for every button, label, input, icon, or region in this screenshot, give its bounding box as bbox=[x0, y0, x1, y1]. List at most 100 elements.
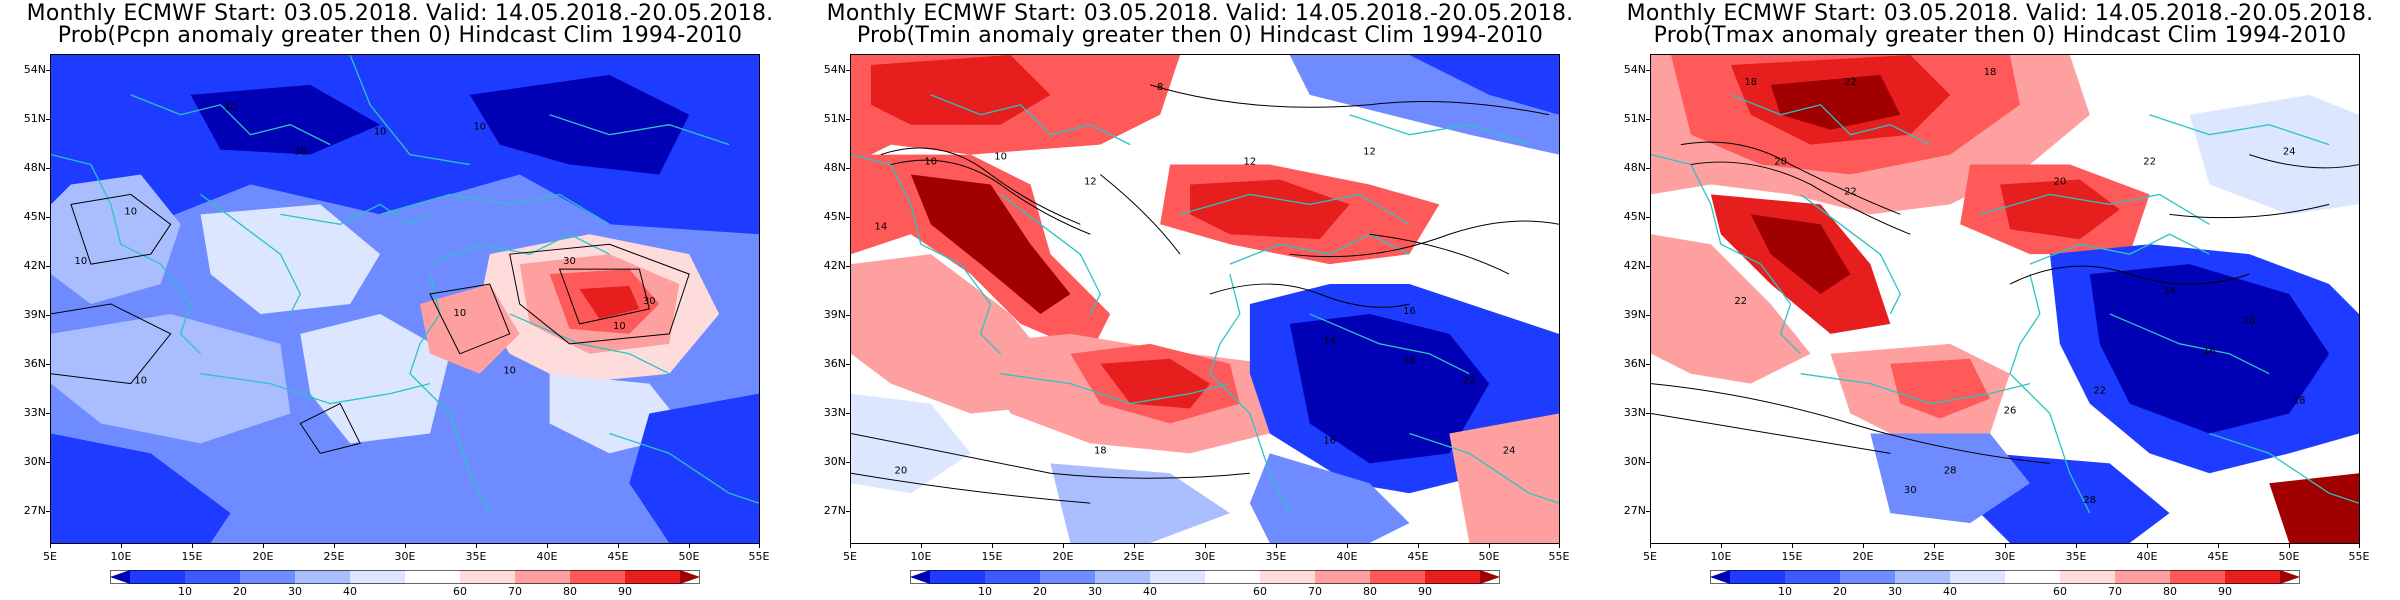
lat-tick: 30N bbox=[823, 455, 846, 468]
lat-tick: 33N bbox=[823, 406, 846, 419]
svg-text:16: 16 bbox=[1323, 435, 1336, 446]
panel-title-line1: Monthly ECMWF Start: 03.05.2018. Valid: … bbox=[26, 1, 774, 26]
lat-tick: 39N bbox=[823, 308, 846, 321]
panel-tmax: Monthly ECMWF Start: 03.05.2018. Valid: … bbox=[1600, 0, 2400, 600]
lon-tick: 20E bbox=[1852, 550, 1874, 563]
lon-tick: 35E bbox=[1265, 550, 1287, 563]
lon-tick: 25E bbox=[323, 550, 345, 563]
colorbar-label: 40 bbox=[1143, 585, 1157, 598]
colorbar bbox=[110, 570, 700, 584]
svg-text:12: 12 bbox=[1084, 176, 1097, 187]
svg-text:26: 26 bbox=[2004, 406, 2017, 417]
colorbar-label: 20 bbox=[233, 585, 247, 598]
svg-text:10: 10 bbox=[613, 321, 626, 332]
svg-text:10: 10 bbox=[134, 376, 147, 387]
svg-text:12: 12 bbox=[1244, 157, 1257, 168]
svg-text:24: 24 bbox=[1503, 445, 1516, 456]
lat-tick: 45N bbox=[823, 210, 846, 223]
svg-text:20: 20 bbox=[1774, 157, 1787, 168]
colorbar-label: 60 bbox=[1253, 585, 1267, 598]
lat-tick: 42N bbox=[23, 259, 46, 272]
svg-text:10: 10 bbox=[124, 206, 137, 217]
lat-tick: 54N bbox=[823, 63, 846, 76]
lat-tick: 51N bbox=[1623, 112, 1646, 125]
colorbar-label: 30 bbox=[288, 585, 302, 598]
lat-tick: 42N bbox=[1623, 259, 1646, 272]
lat-tick: 39N bbox=[1623, 308, 1646, 321]
svg-text:30: 30 bbox=[643, 296, 656, 307]
lon-tick: 40E bbox=[1336, 550, 1358, 563]
lon-tick: 55E bbox=[748, 550, 770, 563]
svg-text:30: 30 bbox=[563, 256, 576, 267]
svg-text:20: 20 bbox=[2054, 176, 2067, 187]
svg-text:12: 12 bbox=[1363, 147, 1376, 158]
colorbar-label: 70 bbox=[1308, 585, 1322, 598]
panel-precipitation: Monthly ECMWF Start: 03.05.2018. Valid: … bbox=[0, 0, 800, 600]
svg-text:22: 22 bbox=[1734, 296, 1747, 307]
colorbar-label: 20 bbox=[1033, 585, 1047, 598]
lat-tick: 27N bbox=[823, 504, 846, 517]
panel-title-line2: Prob(Tmax anomaly greater then 0) Hindca… bbox=[1653, 23, 2347, 48]
svg-text:22: 22 bbox=[2143, 157, 2156, 168]
lon-tick: 25E bbox=[1123, 550, 1145, 563]
lon-tick: 5E bbox=[43, 550, 57, 563]
colorbar-label: 40 bbox=[343, 585, 357, 598]
colorbar-label: 60 bbox=[2053, 585, 2067, 598]
lat-tick: 51N bbox=[823, 112, 846, 125]
lat-tick: 45N bbox=[1623, 210, 1646, 223]
colorbar-label: 40 bbox=[1943, 585, 1957, 598]
lon-tick: 40E bbox=[2136, 550, 2158, 563]
lat-tick: 36N bbox=[23, 357, 46, 370]
svg-text:30: 30 bbox=[1904, 485, 1917, 496]
lat-tick: 48N bbox=[1623, 161, 1646, 174]
colorbar-label: 10 bbox=[978, 585, 992, 598]
svg-text:20: 20 bbox=[895, 465, 908, 476]
lon-tick: 30E bbox=[1194, 550, 1216, 563]
lat-tick: 30N bbox=[23, 455, 46, 468]
lon-tick: 55E bbox=[2348, 550, 2370, 563]
lon-tick: 50E bbox=[1478, 550, 1500, 563]
colorbar bbox=[1710, 570, 2300, 584]
svg-text:28: 28 bbox=[2083, 495, 2096, 506]
probability-map: 10 10 10 30 30 10 30 10 10 10 10 10 bbox=[50, 54, 760, 544]
lon-tick: 10E bbox=[110, 550, 132, 563]
lon-tick: 15E bbox=[981, 550, 1003, 563]
lon-tick: 35E bbox=[465, 550, 487, 563]
lat-tick: 45N bbox=[23, 210, 46, 223]
colorbar-label: 20 bbox=[1833, 585, 1847, 598]
svg-text:10: 10 bbox=[75, 256, 88, 267]
lat-tick: 51N bbox=[23, 112, 46, 125]
colorbar-label: 80 bbox=[563, 585, 577, 598]
lon-tick: 25E bbox=[1923, 550, 1945, 563]
svg-text:14: 14 bbox=[2163, 286, 2176, 297]
lon-tick: 45E bbox=[607, 550, 629, 563]
lon-tick: 45E bbox=[2207, 550, 2229, 563]
colorbar-label: 30 bbox=[1888, 585, 1902, 598]
colorbar-label: 80 bbox=[2163, 585, 2177, 598]
lon-tick: 30E bbox=[394, 550, 416, 563]
colorbar-label: 70 bbox=[508, 585, 522, 598]
svg-text:10: 10 bbox=[503, 366, 516, 377]
svg-text:30: 30 bbox=[294, 147, 307, 158]
svg-text:10: 10 bbox=[374, 127, 387, 138]
probability-map: 10 10 12 12 12 8 16 14 18 22 16 18 20 24 14 bbox=[850, 54, 1560, 544]
lon-tick: 55E bbox=[1548, 550, 1570, 563]
lat-tick: 33N bbox=[1623, 406, 1646, 419]
panel-title-line2: Prob(Pcpn anomaly greater then 0) Hindca… bbox=[57, 23, 743, 48]
svg-text:22: 22 bbox=[2093, 386, 2106, 397]
svg-text:28: 28 bbox=[1944, 465, 1957, 476]
panel-tmin: Monthly ECMWF Start: 03.05.2018. Valid: … bbox=[800, 0, 1600, 600]
lat-tick: 30N bbox=[1623, 455, 1646, 468]
lat-tick: 36N bbox=[823, 357, 846, 370]
colorbar-label: 60 bbox=[453, 585, 467, 598]
svg-text:10: 10 bbox=[994, 152, 1007, 163]
lat-tick: 54N bbox=[1623, 63, 1646, 76]
svg-text:16: 16 bbox=[2203, 346, 2216, 357]
lon-tick: 30E bbox=[1994, 550, 2016, 563]
panel-title-line2: Prob(Tmin anomaly greater then 0) Hindca… bbox=[856, 23, 1544, 48]
lat-tick: 42N bbox=[823, 259, 846, 272]
lon-tick: 20E bbox=[252, 550, 274, 563]
lon-tick: 35E bbox=[2065, 550, 2087, 563]
svg-text:22: 22 bbox=[1463, 376, 1476, 387]
svg-text:18: 18 bbox=[1094, 445, 1107, 456]
